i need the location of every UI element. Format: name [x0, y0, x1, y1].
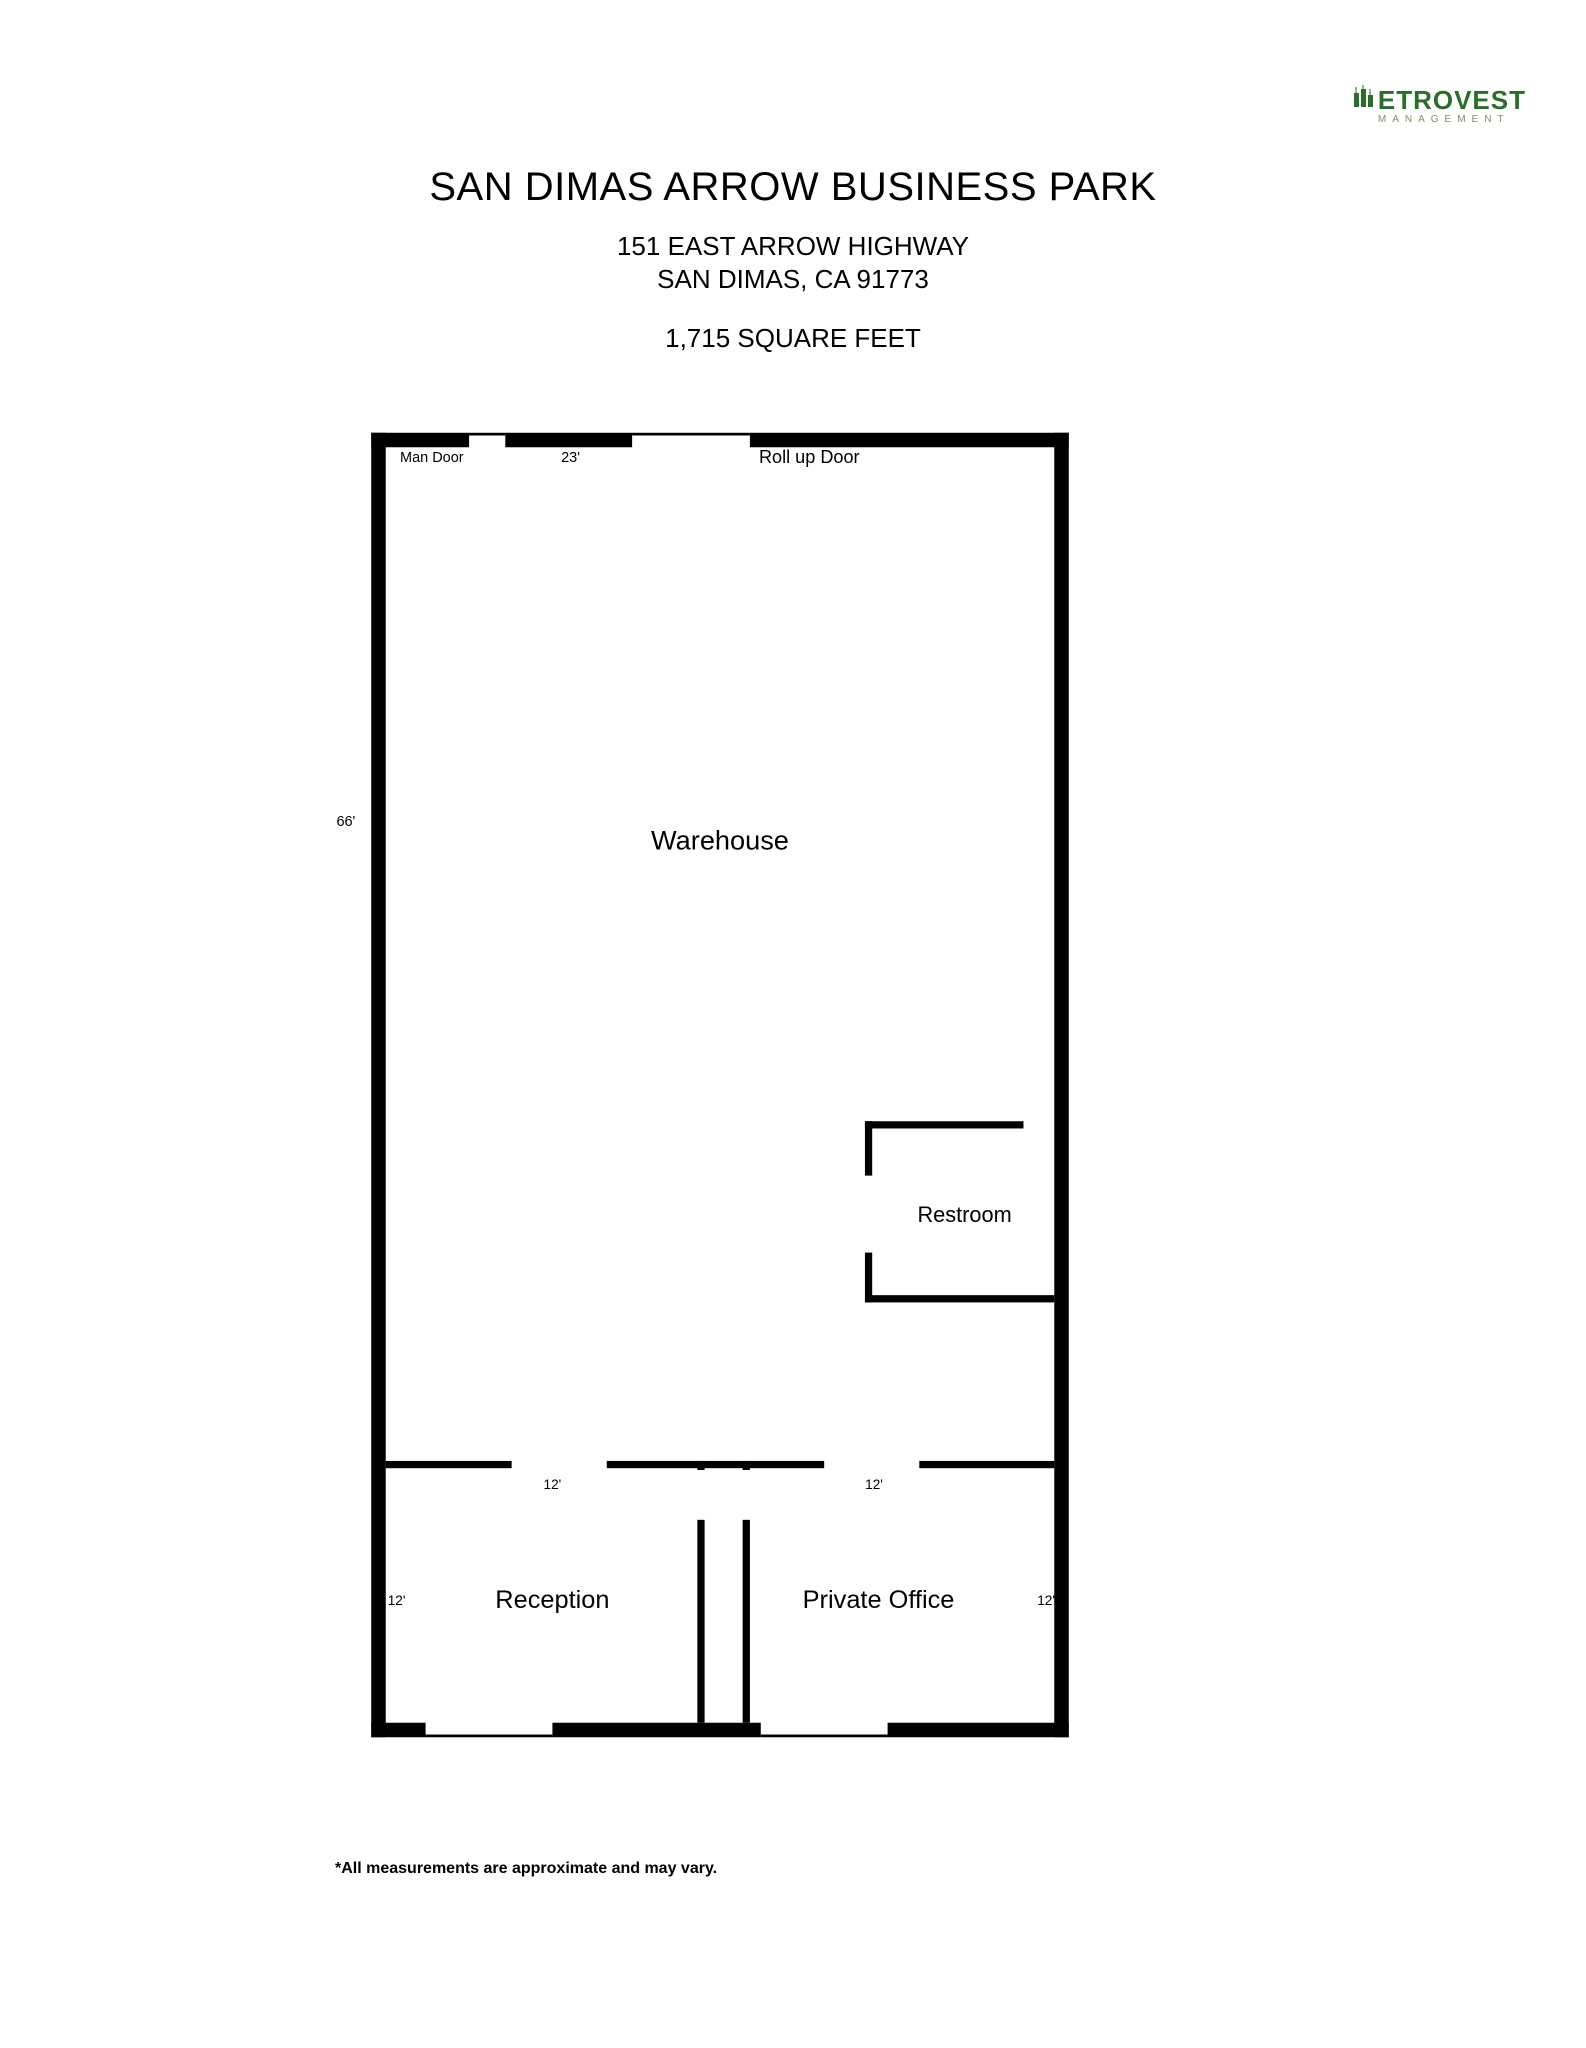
property-title: SAN DIMAS ARROW BUSINESS PARK	[0, 165, 1586, 210]
logo-buildings-icon	[1352, 85, 1376, 116]
svg-text:12': 12'	[544, 1477, 562, 1492]
svg-text:Reception: Reception	[495, 1586, 609, 1614]
property-address: 151 EAST ARROW HIGHWAY SAN DIMAS, CA 917…	[0, 230, 1586, 295]
document-header: SAN DIMAS ARROW BUSINESS PARK 151 EAST A…	[0, 165, 1586, 354]
svg-text:Man Door: Man Door	[400, 450, 464, 466]
svg-text:Warehouse: Warehouse	[651, 824, 789, 855]
logo-main: ETROVEST	[1352, 85, 1526, 116]
disclaimer-text: *All measurements are approximate and ma…	[335, 1860, 717, 1878]
logo-text: ETROVEST	[1378, 85, 1526, 116]
logo-subtext: MANAGEMENT	[1352, 114, 1526, 125]
svg-text:12': 12'	[388, 1593, 406, 1608]
brand-logo: ETROVEST MANAGEMENT	[1352, 85, 1526, 125]
svg-text:66': 66'	[336, 814, 355, 830]
svg-text:Private Office: Private Office	[803, 1586, 955, 1614]
square-footage: 1,715 SQUARE FEET	[0, 323, 1586, 354]
svg-text:12': 12'	[865, 1477, 883, 1492]
address-line-2: SAN DIMAS, CA 91773	[0, 263, 1586, 296]
svg-text:Roll up Door: Roll up Door	[759, 447, 860, 467]
svg-text:23': 23'	[561, 450, 580, 466]
svg-text:12': 12'	[1037, 1593, 1055, 1608]
address-line-1: 151 EAST ARROW HIGHWAY	[0, 230, 1586, 263]
floor-plan: Man Door Roll up Door Warehouse Restroom Rec…	[335, 365, 1105, 1805]
svg-text:Restroom: Restroom	[917, 1202, 1011, 1227]
